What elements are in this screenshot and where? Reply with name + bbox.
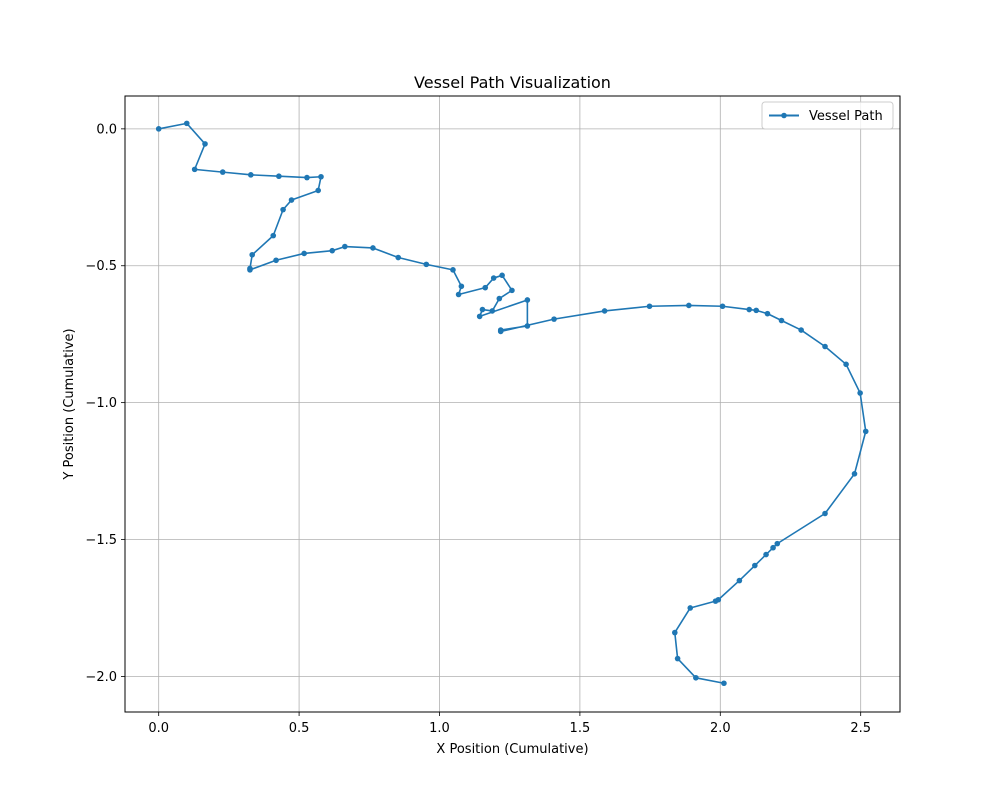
- data-point: [270, 232, 277, 239]
- data-point: [247, 267, 253, 273]
- data-point: [798, 327, 804, 333]
- data-point: [822, 343, 828, 350]
- x-tick-label: 2.5: [850, 721, 871, 736]
- data-point: [857, 390, 863, 396]
- data-point: [482, 284, 489, 291]
- ticks: 0.0 0.5 1.0 1.5 2.0 2.5 0.0 −0.5 −1.0 −1.5 −2.0: [85, 122, 871, 736]
- data-point: [763, 551, 769, 558]
- chart-title: Vessel Path Visualization: [414, 73, 611, 92]
- data-point: [202, 141, 208, 147]
- data-point: [719, 303, 726, 310]
- y-tick-label: 0.0: [96, 122, 117, 137]
- data-point: [248, 172, 254, 178]
- data-point: [672, 629, 678, 636]
- data-point: [288, 197, 295, 203]
- data-point: [646, 303, 653, 310]
- data-point: [524, 323, 531, 329]
- data-point: [276, 173, 282, 180]
- data-point: [395, 254, 402, 261]
- data-point: [455, 291, 462, 298]
- data-point: [551, 316, 557, 322]
- data-point: [712, 598, 719, 604]
- data-point: [219, 169, 226, 175]
- data-point: [490, 275, 497, 281]
- data-point: [423, 261, 430, 268]
- data-point: [155, 126, 162, 132]
- data-point: [280, 206, 286, 213]
- y-tick-label: −1.5: [85, 533, 117, 548]
- data-point: [497, 328, 504, 335]
- y-tick-label: −1.0: [85, 396, 117, 411]
- data-point: [764, 310, 771, 317]
- x-tick-label: 2.0: [710, 721, 731, 736]
- data-point: [183, 120, 190, 127]
- data-point: [687, 605, 694, 611]
- data-point: [774, 540, 781, 547]
- data-point: [778, 317, 785, 324]
- legend: Vessel Path: [761, 101, 894, 130]
- y-axis-label: Y Position (Cumulative): [62, 328, 77, 480]
- data-point: [499, 272, 505, 279]
- y-tick-label: −2.0: [85, 670, 117, 685]
- data-point: [273, 257, 279, 264]
- data-point: [753, 307, 760, 314]
- legend-box: [761, 101, 894, 130]
- data-point: [315, 187, 321, 194]
- data-point: [479, 306, 486, 313]
- x-tick-label: 0.0: [148, 721, 169, 736]
- data-point: [770, 544, 776, 551]
- data-point: [746, 306, 753, 313]
- x-tick-label: 1.0: [429, 721, 450, 736]
- data-point: [191, 166, 198, 173]
- data-point: [329, 247, 336, 254]
- series-layer: [155, 120, 869, 687]
- data-point: [450, 267, 456, 273]
- data-point: [301, 250, 307, 257]
- data-point: [304, 174, 310, 181]
- x-tick-label: 0.5: [289, 721, 310, 736]
- data-point: [721, 680, 727, 687]
- data-point: [736, 577, 743, 584]
- x-axis-label: X Position (Cumulative): [436, 742, 588, 757]
- data-point: [318, 173, 324, 180]
- data-point: [601, 308, 608, 314]
- data-point: [686, 302, 692, 309]
- legend-label-vessel-path: Vessel Path: [809, 109, 883, 124]
- data-point: [342, 243, 348, 250]
- data-point: [843, 361, 849, 368]
- data-point: [496, 295, 503, 302]
- data-point: [476, 313, 483, 320]
- data-point: [370, 245, 376, 251]
- plot-frame: [124, 95, 901, 713]
- data-point: [674, 655, 681, 662]
- y-tick-label: −0.5: [85, 259, 117, 274]
- grid: [125, 96, 900, 712]
- data-point: [509, 287, 515, 294]
- data-point: [249, 251, 255, 258]
- data-point: [458, 283, 465, 290]
- data-point: [489, 308, 496, 314]
- data-point: [693, 674, 699, 681]
- legend-marker-swatch: [781, 112, 787, 119]
- data-point: [851, 471, 858, 477]
- data-point: [822, 510, 828, 517]
- data-point: [524, 297, 531, 303]
- data-point: [862, 428, 869, 435]
- data-point: [752, 562, 758, 569]
- x-tick-label: 1.5: [570, 721, 591, 736]
